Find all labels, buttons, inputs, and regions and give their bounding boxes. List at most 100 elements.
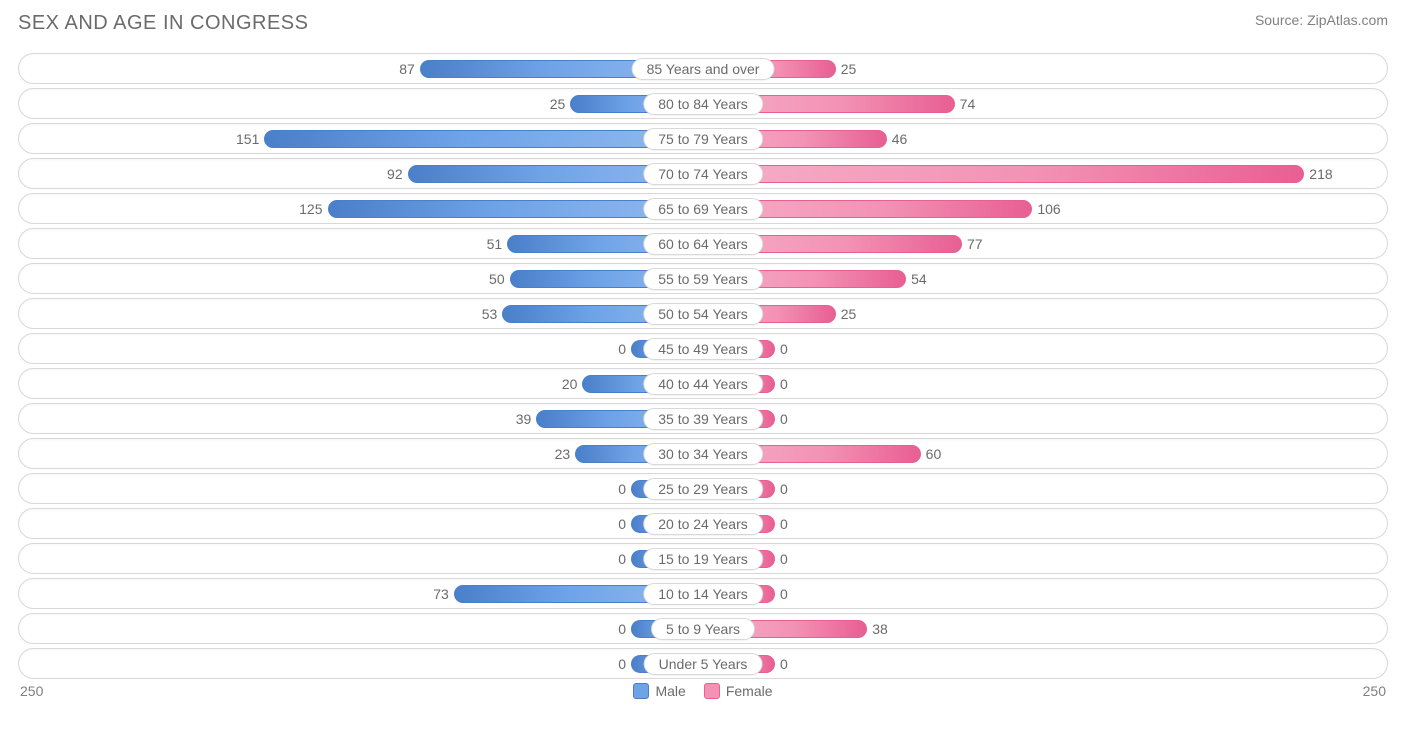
chart-legend: Male Female xyxy=(633,683,772,699)
female-half: 60 xyxy=(703,439,1387,468)
male-half: 0 xyxy=(19,649,703,678)
legend-swatch-female xyxy=(704,683,720,699)
legend-item-female: Female xyxy=(704,683,773,699)
female-value: 77 xyxy=(967,236,983,252)
chart-row: 505455 to 59 Years xyxy=(18,263,1388,294)
male-half: 50 xyxy=(19,264,703,293)
category-label: 45 to 49 Years xyxy=(643,338,763,360)
male-half: 0 xyxy=(19,334,703,363)
female-value: 0 xyxy=(780,551,788,567)
category-label: 85 Years and over xyxy=(632,58,775,80)
female-value: 0 xyxy=(780,376,788,392)
chart-row: 0385 to 9 Years xyxy=(18,613,1388,644)
male-value: 151 xyxy=(236,131,259,147)
female-half: 0 xyxy=(703,649,1387,678)
category-label: 80 to 84 Years xyxy=(643,93,763,115)
chart-row: 53 25 50 to 54 Years xyxy=(18,298,1388,329)
female-value: 38 xyxy=(872,621,888,637)
female-value: 74 xyxy=(960,96,976,112)
male-half: 0 xyxy=(19,544,703,573)
male-value: 0 xyxy=(618,621,626,637)
female-half: 77 xyxy=(703,229,1387,258)
male-value: 39 xyxy=(516,411,532,427)
category-label: 35 to 39 Years xyxy=(643,408,763,430)
category-label: 20 to 24 Years xyxy=(643,513,763,535)
chart-row: 12510665 to 69 Years xyxy=(18,193,1388,224)
chart-row: 9221870 to 74 Years xyxy=(18,158,1388,189)
category-label: 30 to 34 Years xyxy=(643,443,763,465)
female-value: 106 xyxy=(1037,201,1060,217)
chart-title: SEX AND AGE IN CONGRESS xyxy=(18,12,308,35)
chart-footer: 250 Male Female 250 xyxy=(18,683,1388,699)
female-half: 0 xyxy=(703,369,1387,398)
category-label: 25 to 29 Years xyxy=(643,478,763,500)
category-label: 15 to 19 Years xyxy=(643,548,763,570)
male-half: 53 xyxy=(19,299,703,328)
male-value: 51 xyxy=(487,236,503,252)
male-value: 0 xyxy=(618,516,626,532)
axis-max-left: 250 xyxy=(20,683,43,699)
female-half: 0 xyxy=(703,474,1387,503)
male-half: 0 xyxy=(19,474,703,503)
male-value: 23 xyxy=(555,446,571,462)
male-value: 25 xyxy=(550,96,566,112)
chart-row: 25 74 80 to 84 Years xyxy=(18,88,1388,119)
male-value: 0 xyxy=(618,341,626,357)
legend-label-female: Female xyxy=(726,683,773,699)
category-label: Under 5 Years xyxy=(644,653,763,675)
male-half: 0 xyxy=(19,614,703,643)
female-half: 74 xyxy=(703,89,1387,118)
male-value: 125 xyxy=(299,201,322,217)
chart-row: 0020 to 24 Years xyxy=(18,508,1388,539)
female-half: 218 xyxy=(703,159,1387,188)
legend-swatch-male xyxy=(633,683,649,699)
chart-row: 20040 to 44 Years xyxy=(18,368,1388,399)
male-value: 53 xyxy=(482,306,498,322)
category-label: 50 to 54 Years xyxy=(643,303,763,325)
chart-header: SEX AND AGE IN CONGRESS Source: ZipAtlas… xyxy=(18,12,1388,35)
chart-row: 0 0 Under 5 Years xyxy=(18,648,1388,679)
female-half: 54 xyxy=(703,264,1387,293)
female-half: 25 xyxy=(703,299,1387,328)
chart-source: Source: ZipAtlas.com xyxy=(1255,12,1388,28)
female-value: 0 xyxy=(780,341,788,357)
male-half: 92 xyxy=(19,159,703,188)
chart-row: 51 77 60 to 64 Years xyxy=(18,228,1388,259)
male-half: 125 xyxy=(19,194,703,223)
male-value: 0 xyxy=(618,481,626,497)
female-value: 25 xyxy=(841,306,857,322)
category-label: 10 to 14 Years xyxy=(643,583,763,605)
axis-max-right: 250 xyxy=(1363,683,1386,699)
female-value: 46 xyxy=(892,131,908,147)
legend-item-male: Male xyxy=(633,683,685,699)
female-half: 25 xyxy=(703,54,1387,83)
female-value: 0 xyxy=(780,481,788,497)
male-value: 0 xyxy=(618,656,626,672)
male-value: 0 xyxy=(618,551,626,567)
male-half: 39 xyxy=(19,404,703,433)
female-half: 0 xyxy=(703,544,1387,573)
chart-row: 0 0 45 to 49 Years xyxy=(18,333,1388,364)
category-label: 40 to 44 Years xyxy=(643,373,763,395)
male-bar: 151 xyxy=(264,130,703,148)
chart-row: 87 25 85 Years and over xyxy=(18,53,1388,84)
chart-row: 0 0 25 to 29 Years xyxy=(18,473,1388,504)
chart-row: 39 0 35 to 39 Years xyxy=(18,403,1388,434)
legend-label-male: Male xyxy=(655,683,685,699)
female-value: 25 xyxy=(841,61,857,77)
male-half: 23 xyxy=(19,439,703,468)
male-half: 0 xyxy=(19,509,703,538)
female-bar: 218 xyxy=(703,165,1304,183)
category-label: 55 to 59 Years xyxy=(643,268,763,290)
male-half: 151 xyxy=(19,124,703,153)
female-value: 0 xyxy=(780,411,788,427)
chart-row: 73010 to 14 Years xyxy=(18,578,1388,609)
female-half: 106 xyxy=(703,194,1387,223)
female-value: 0 xyxy=(780,586,788,602)
chart-row: 23 6030 to 34 Years xyxy=(18,438,1388,469)
male-half: 87 xyxy=(19,54,703,83)
chart-row: 0 0 15 to 19 Years xyxy=(18,543,1388,574)
category-label: 60 to 64 Years xyxy=(643,233,763,255)
female-half: 0 xyxy=(703,509,1387,538)
female-value: 0 xyxy=(780,656,788,672)
